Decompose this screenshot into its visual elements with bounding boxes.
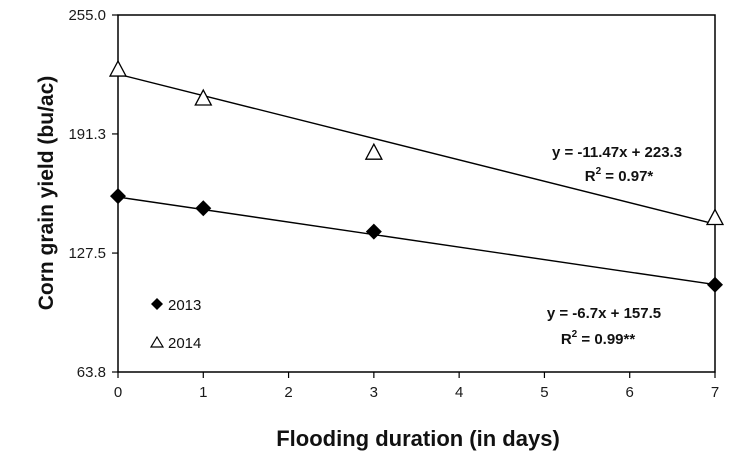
point-2013 [365,223,382,240]
y-tick-label: 127.5 [68,245,106,262]
trendline-2014 [117,73,716,225]
y-tick-label: 63.8 [77,364,106,381]
x-axis-title: Flooding duration (in days) [276,426,560,451]
point-2014 [705,208,725,226]
x-tick-label: 1 [199,384,207,401]
x-tick-label: 0 [114,384,122,401]
trendlines [117,73,716,286]
y-tick-label: 191.3 [68,126,106,143]
equation-2014: y = -11.47x + 223.3 [552,144,682,161]
y-tick-label: 255.0 [68,7,106,24]
point-2013 [707,276,723,293]
equation-2013: y = -6.7x + 157.5 [547,305,661,322]
trendline-2013 [117,196,716,286]
point-2014 [364,142,383,160]
point-2013 [110,188,126,205]
x-tick-label: 6 [626,384,634,401]
y-axis-title: Corn grain yield (bu/ac) [35,76,58,311]
r-squared-2013: R2 = 0.99** [561,329,636,348]
legend-label-2013: 2013 [168,297,201,314]
legend-marker-2013 [151,298,163,310]
point-2014 [108,59,128,77]
x-axis-ticks: 0 1 2 3 4 5 6 7 [114,372,719,401]
legend: 2013 2014 [149,297,201,352]
x-tick-label: 7 [711,384,719,401]
point-2013 [195,200,212,217]
x-tick-label: 2 [284,384,292,401]
data-points [108,59,725,293]
x-tick-label: 3 [370,384,378,401]
y-axis-ticks: 63.8 127.5 191.3 255.0 [68,7,118,381]
legend-label-2014: 2014 [168,335,201,352]
point-2014 [194,88,213,106]
x-tick-label: 5 [540,384,548,401]
legend-marker-2014 [149,335,165,348]
x-tick-label: 4 [455,384,463,401]
r-squared-2014: R2 = 0.97* [585,166,654,185]
